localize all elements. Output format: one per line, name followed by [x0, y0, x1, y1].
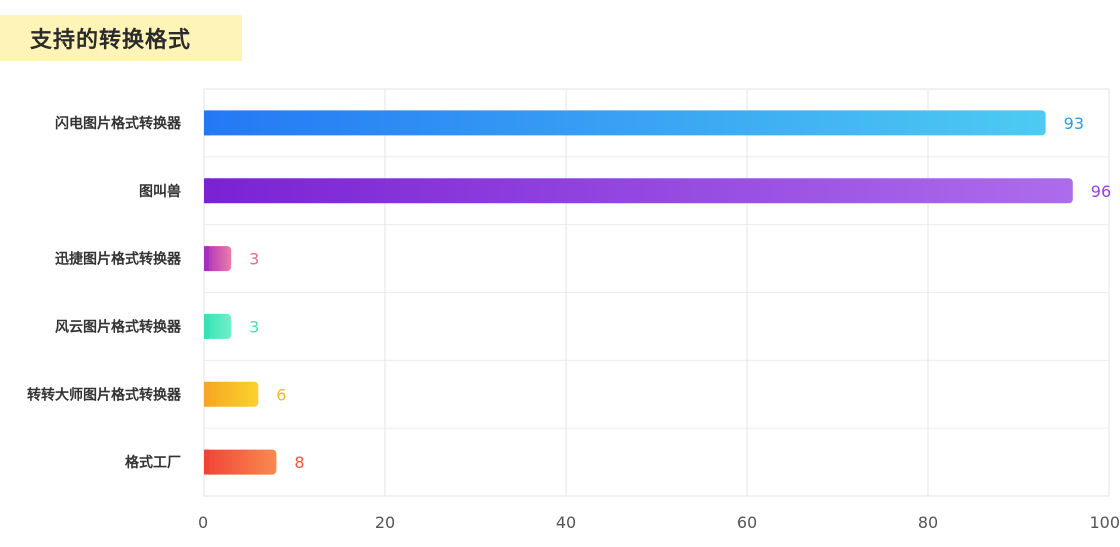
bar-edge: [204, 449, 209, 475]
value-label: 6: [276, 385, 286, 404]
bar: [204, 110, 1046, 136]
bar-edge: [204, 110, 209, 136]
bar-edge: [204, 313, 209, 339]
bar-edge: [204, 178, 209, 204]
x-tick-label: 80: [918, 513, 938, 532]
bar-edge: [204, 381, 209, 407]
x-tick-label: 0: [198, 513, 208, 532]
x-tick-label: 60: [737, 513, 757, 532]
x-tick-label: 40: [556, 513, 576, 532]
bar: [204, 246, 232, 272]
value-label: 3: [249, 317, 259, 336]
category-label: 风云图片格式转换器: [55, 318, 182, 335]
value-label: 93: [1064, 114, 1084, 133]
bar: [204, 313, 232, 339]
category-label: 格式工厂: [125, 454, 181, 471]
bars: [204, 110, 1073, 475]
bar: [204, 178, 1073, 204]
category-label: 闪电图片格式转换器: [55, 115, 182, 132]
value-label: 96: [1091, 182, 1111, 201]
bar: [204, 449, 277, 475]
bar: [204, 381, 259, 407]
x-tick-label: 20: [375, 513, 395, 532]
x-tick-label: 100: [1089, 513, 1120, 532]
value-label: 3: [249, 250, 259, 269]
category-label: 图叫兽: [139, 183, 181, 200]
value-label: 8: [294, 453, 304, 472]
category-label: 转转大师图片格式转换器: [27, 386, 182, 403]
title-banner: 支持的转换格式: [0, 15, 242, 61]
category-label: 迅捷图片格式转换器: [55, 251, 182, 268]
grid: [203, 88, 1110, 497]
chart-title: 支持的转换格式: [30, 28, 192, 53]
bar-edge: [204, 246, 209, 272]
labels: 0 20 40 60 80 100 闪电图片格式转换器 93 图叫兽 96 迅捷图片格式转换器 3 风云…: [27, 114, 1120, 532]
